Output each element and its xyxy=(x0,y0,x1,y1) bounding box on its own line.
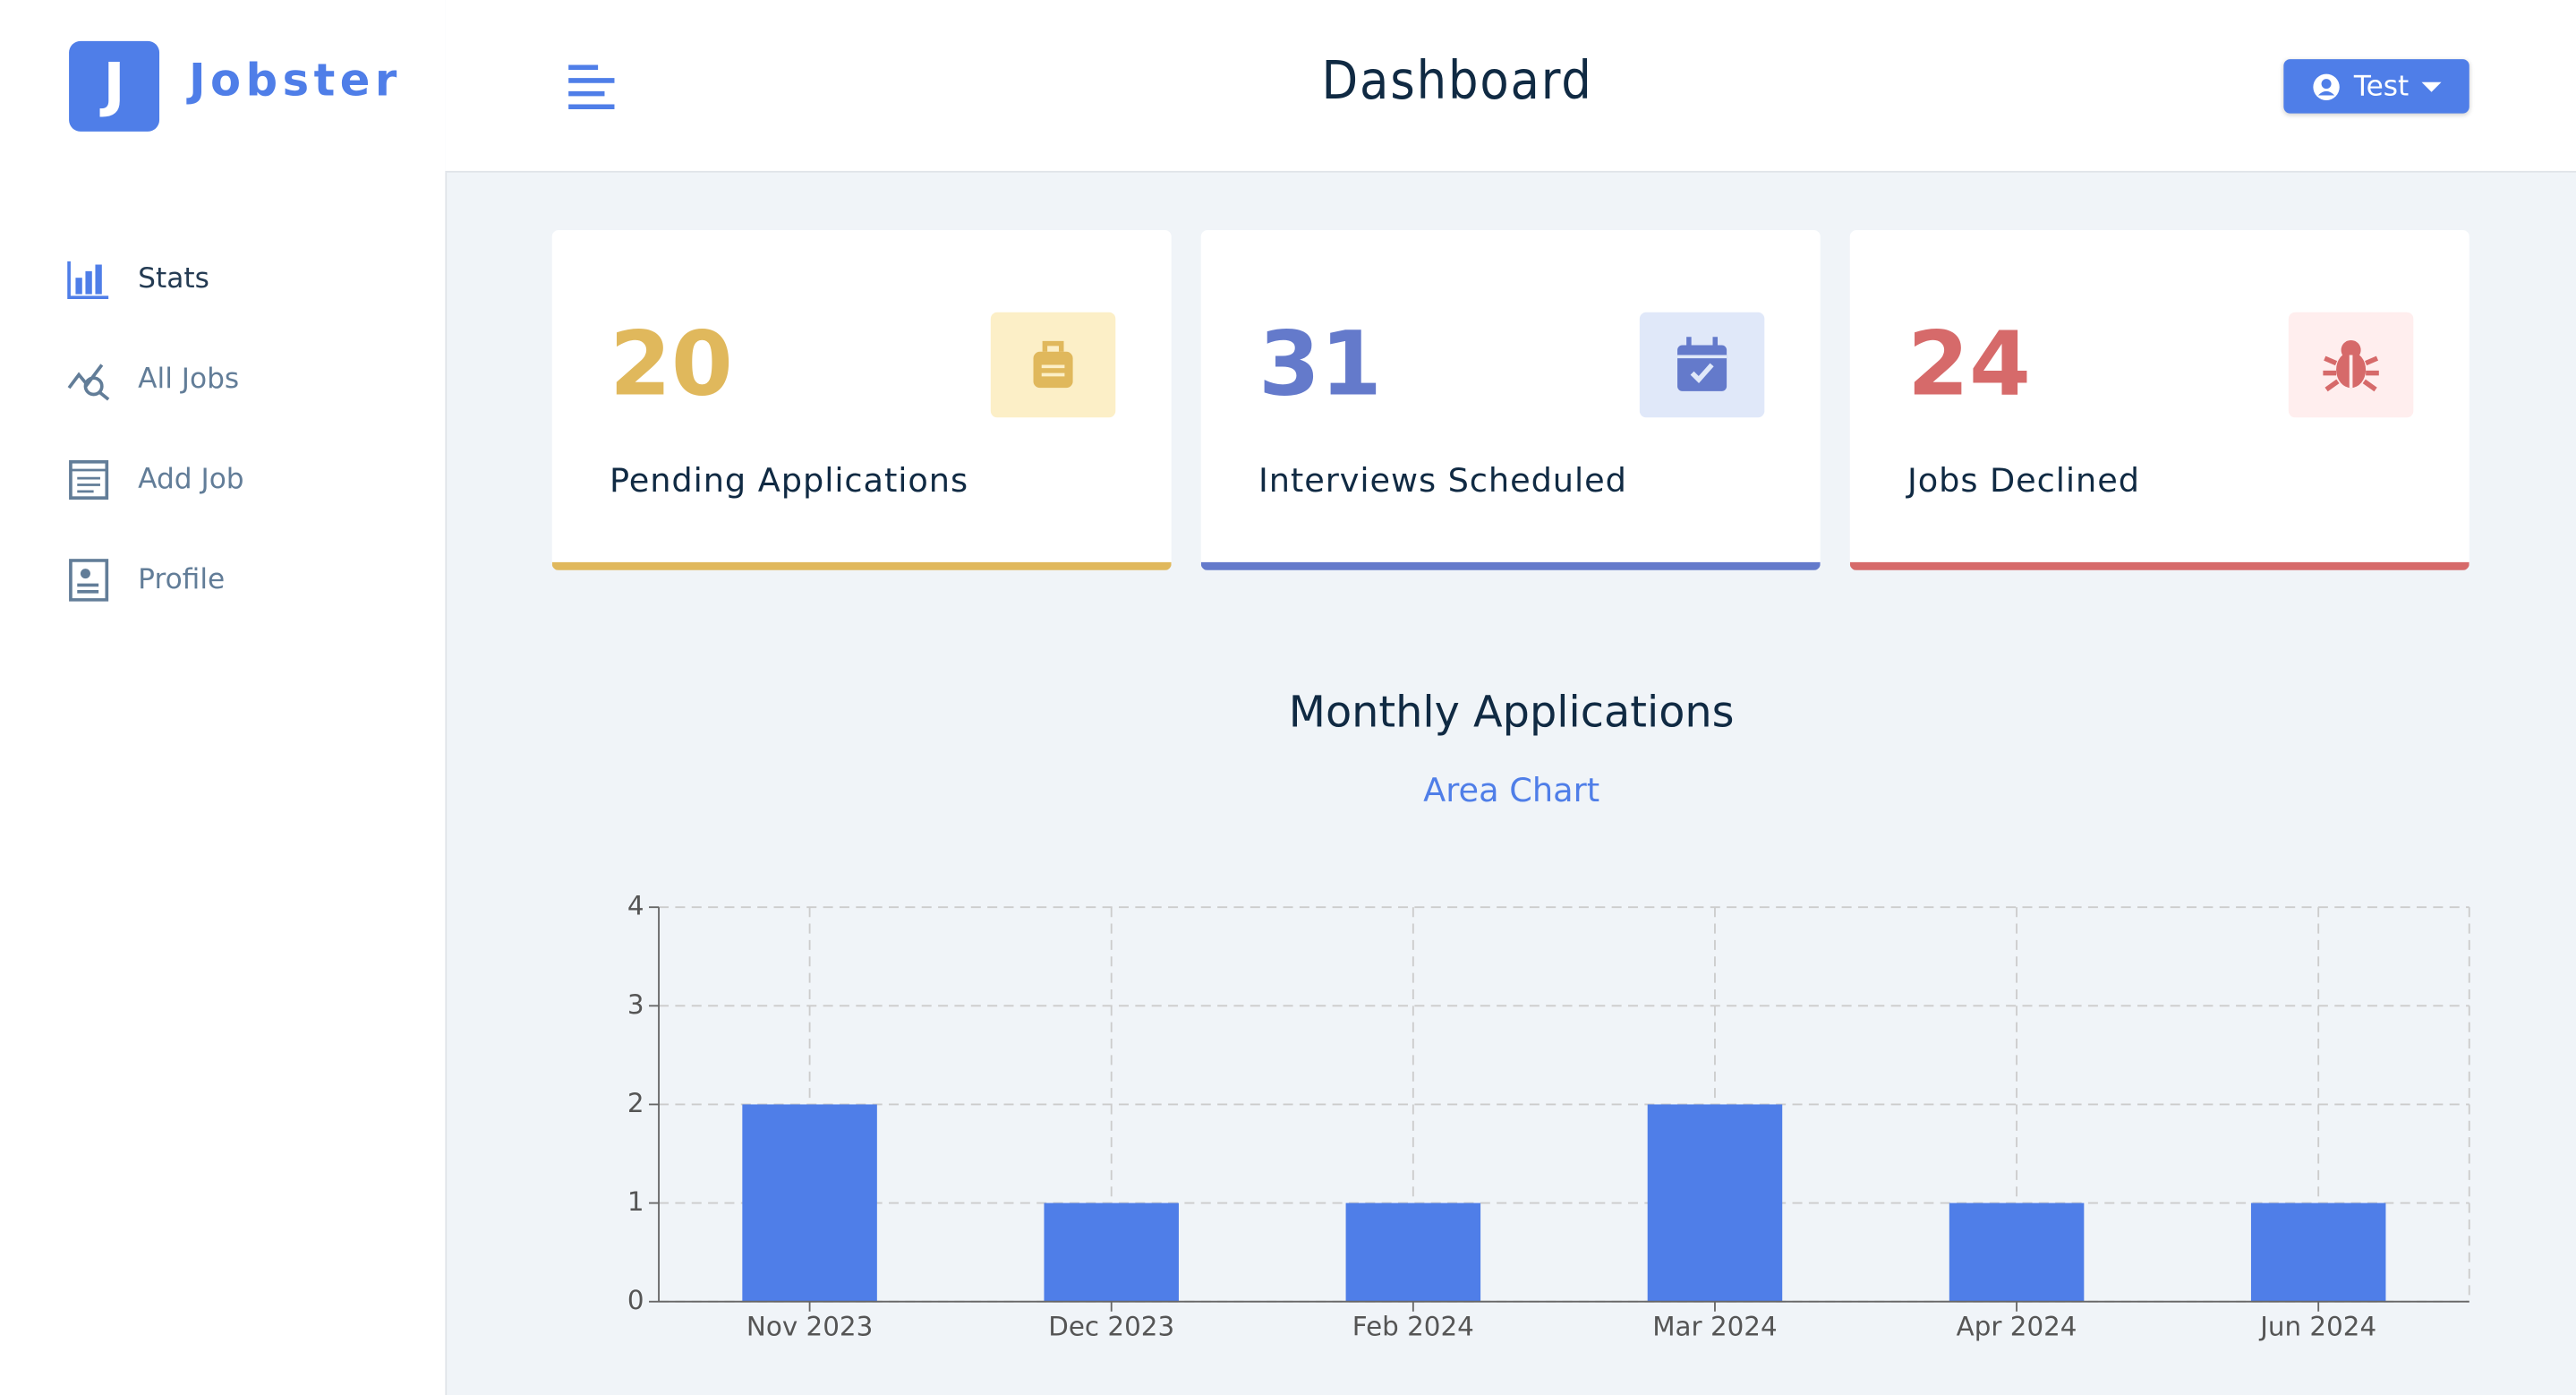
stat-label: Pending Applications xyxy=(609,459,968,500)
icon xyxy=(2421,81,2442,91)
nav-item[interactable]: Stats xyxy=(65,255,209,304)
nav-item[interactable]: All Jobs xyxy=(65,355,239,404)
x-tick-label: Jun 2024 xyxy=(2258,1312,2376,1342)
nav-label: All Jobs xyxy=(138,363,240,397)
y-tick-label: 0 xyxy=(627,1285,644,1315)
sidebar: J Jobster Stats All Jobs Add Job Profile xyxy=(0,0,448,1395)
y-tick-label: 2 xyxy=(627,1088,644,1118)
icon xyxy=(2312,73,2340,100)
bar xyxy=(2250,1202,2386,1302)
icon xyxy=(69,559,109,602)
stat-count: 31 xyxy=(1258,312,1382,416)
stat-icon xyxy=(1639,312,1765,418)
chart-title: Monthly Applications xyxy=(1289,688,1735,737)
stat-icon xyxy=(2288,312,2414,418)
stat-card: 24 Jobs Declined xyxy=(1849,229,2469,570)
x-tick-label: Nov 2023 xyxy=(746,1312,873,1342)
stat-count: 24 xyxy=(1907,312,2031,416)
stat-label: Interviews Scheduled xyxy=(1258,459,1627,500)
nav-label: Profile xyxy=(138,563,226,597)
header: Dashboard Test xyxy=(445,0,2576,173)
bar xyxy=(742,1104,877,1302)
brand-name[interactable]: Jobster xyxy=(189,56,402,107)
icon xyxy=(67,364,110,401)
y-tick-label: 4 xyxy=(627,891,644,921)
logo[interactable]: J xyxy=(69,40,160,132)
stat-icon xyxy=(990,312,1116,418)
x-tick-label: Dec 2023 xyxy=(1048,1312,1174,1342)
nav-label: Add Job xyxy=(138,463,244,497)
y-tick-label: 3 xyxy=(627,989,644,1020)
bar xyxy=(1044,1202,1179,1302)
page-title: Dashboard xyxy=(1321,49,1593,112)
stat-count: 20 xyxy=(609,312,733,416)
bar xyxy=(1345,1202,1481,1302)
stat-label: Jobs Declined xyxy=(1907,459,2140,500)
nav-item[interactable]: Add Job xyxy=(65,455,244,504)
icon xyxy=(67,261,109,300)
x-tick-label: Feb 2024 xyxy=(1352,1312,1474,1342)
bar xyxy=(1949,1202,2085,1302)
x-tick-label: Apr 2024 xyxy=(1957,1312,2077,1342)
y-tick-label: 1 xyxy=(627,1186,644,1217)
stat-card: 31 Interviews Scheduled xyxy=(1200,229,1821,570)
nav-item[interactable]: Profile xyxy=(65,555,225,604)
menu-toggle[interactable] xyxy=(568,64,618,110)
chart-toggle[interactable]: Area Chart xyxy=(1423,771,1599,809)
user-button[interactable]: Test xyxy=(2283,59,2469,114)
nav-label: Stats xyxy=(138,262,209,296)
icon xyxy=(69,459,109,500)
stat-card: 20 Pending Applications xyxy=(551,229,1172,570)
x-tick-label: Mar 2024 xyxy=(1652,1312,1777,1342)
bar xyxy=(1647,1104,1783,1302)
user-name: Test xyxy=(2353,70,2410,103)
